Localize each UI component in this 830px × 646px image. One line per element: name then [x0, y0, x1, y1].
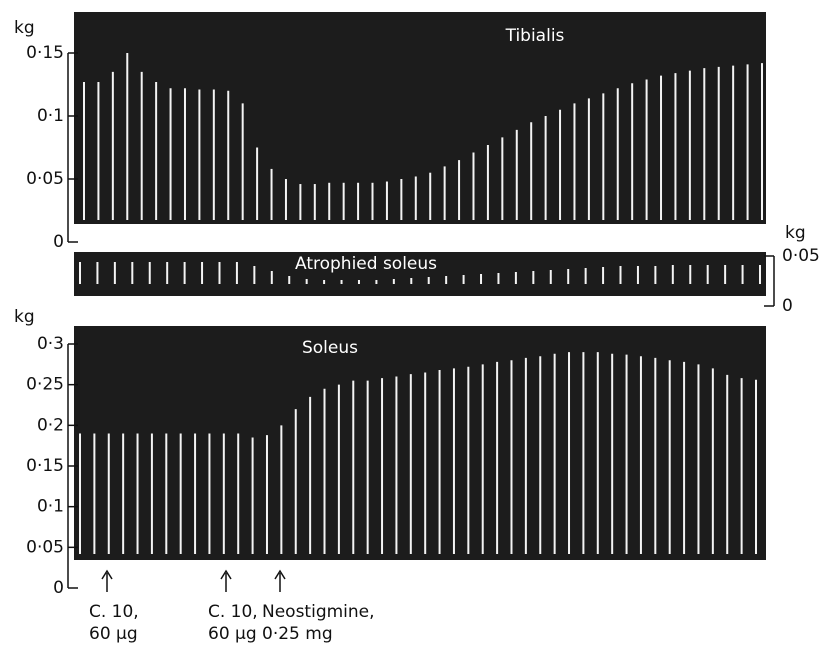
record-panel	[74, 12, 766, 224]
y-tick-label: 0·05	[26, 169, 64, 189]
panel-title: Soleus	[302, 338, 358, 358]
figure: Tibialis kg 0 0·05 0·1 0·15 Atrophied soleus kg…	[0, 0, 830, 646]
record-panel	[74, 326, 766, 560]
y-tick-label: 0·15	[26, 456, 64, 476]
panel-title: Tibialis	[505, 26, 565, 46]
annotation-text: C. 10,	[89, 602, 139, 622]
annotation-text: Neostigmine,	[262, 602, 375, 622]
panel-title: Atrophied soleus	[295, 254, 437, 274]
y-tick-label: 0	[53, 232, 64, 252]
y-tick-label: 0	[53, 578, 64, 598]
y-tick-label: 0·25	[26, 375, 64, 395]
y-tick-label: 0·05	[782, 246, 820, 266]
annotation-text: C. 10,	[208, 602, 258, 622]
y-tick-label: 0·2	[37, 415, 64, 435]
annotation-text: 60 µg	[208, 624, 257, 644]
y-tick-label: 0	[782, 296, 793, 316]
y-tick-label: 0·05	[26, 537, 64, 557]
annotation-text: 60 µg	[89, 624, 138, 644]
y-axis-unit: kg	[785, 223, 806, 243]
y-tick-label: 0·1	[37, 497, 64, 517]
y-tick-label: 0·15	[26, 43, 64, 63]
y-axis-unit: kg	[14, 307, 35, 327]
y-tick-label: 0·3	[37, 334, 64, 354]
y-tick-label: 0·1	[37, 106, 64, 126]
annotation-text: 0·25 mg	[262, 624, 333, 644]
y-axis-unit: kg	[14, 18, 35, 38]
